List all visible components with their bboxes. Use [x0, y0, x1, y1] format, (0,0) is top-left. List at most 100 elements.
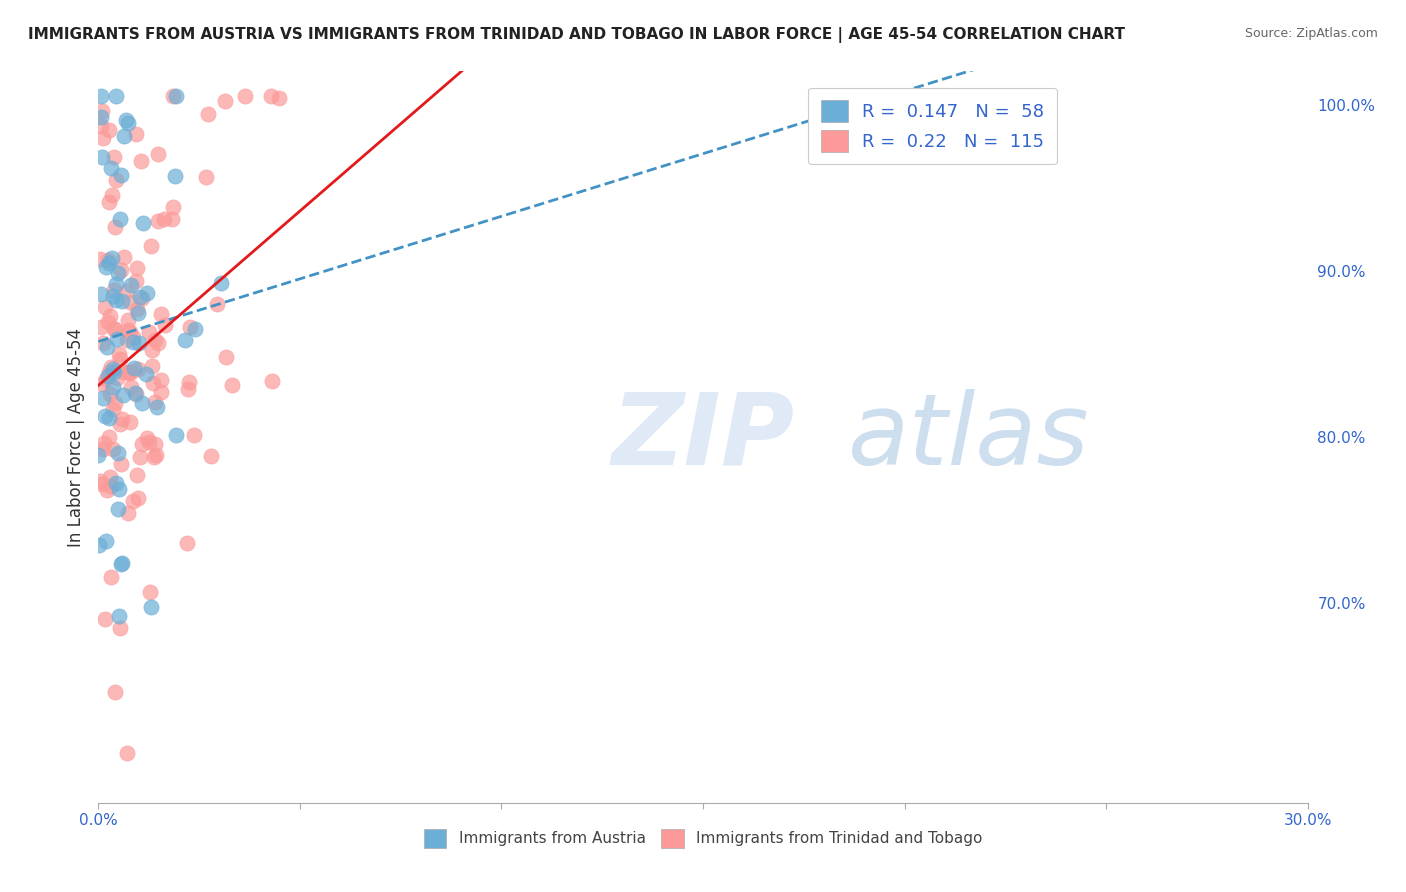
Point	[110, 457, 132, 471]
Point	[214, 95, 236, 109]
Point	[117, 313, 139, 327]
Point	[91, 336, 114, 351]
Point	[145, 448, 167, 462]
Point	[108, 621, 131, 635]
Point	[184, 321, 207, 335]
Y-axis label: In Labor Force | Age 45-54: In Labor Force | Age 45-54	[66, 327, 84, 547]
Point	[111, 411, 134, 425]
Point	[142, 376, 165, 390]
Point	[165, 428, 187, 442]
Point	[100, 161, 122, 175]
Point	[138, 326, 160, 340]
Point	[94, 409, 117, 423]
Point	[173, 333, 195, 347]
Point	[235, 89, 257, 103]
Point	[131, 291, 153, 305]
Point	[103, 220, 125, 235]
Point	[176, 536, 198, 550]
Point	[139, 239, 162, 253]
Point	[101, 188, 124, 202]
Point	[125, 275, 148, 289]
Point	[98, 122, 121, 136]
Point	[120, 415, 142, 429]
Point	[139, 600, 162, 615]
Point	[107, 446, 129, 460]
Point	[122, 361, 145, 376]
Point	[111, 293, 134, 308]
Point	[108, 212, 131, 227]
Point	[103, 442, 125, 457]
Point	[112, 365, 135, 379]
Point	[98, 194, 121, 209]
Point	[205, 297, 228, 311]
Point	[97, 252, 120, 267]
Point	[122, 335, 145, 350]
Point	[91, 131, 114, 145]
Point	[104, 322, 127, 336]
Point	[105, 293, 128, 307]
Point	[128, 290, 150, 304]
Point	[90, 287, 112, 301]
Point	[105, 333, 128, 347]
Point	[97, 255, 120, 269]
Point	[90, 477, 112, 491]
Point	[96, 340, 118, 354]
Point	[94, 260, 117, 275]
Point	[112, 250, 135, 264]
Point	[91, 442, 114, 456]
Point	[98, 365, 121, 379]
Point	[135, 367, 157, 381]
Point	[125, 387, 148, 401]
Point	[179, 320, 201, 334]
Point	[143, 394, 166, 409]
Point	[103, 362, 125, 376]
Point	[211, 277, 233, 291]
Point	[153, 318, 176, 333]
Point	[162, 89, 184, 103]
Point	[115, 334, 138, 348]
Point	[89, 537, 111, 551]
Text: atlas: atlas	[848, 389, 1090, 485]
Point	[146, 214, 169, 228]
Point	[90, 150, 112, 164]
Point	[128, 336, 150, 351]
Point	[136, 432, 159, 446]
Point	[115, 284, 138, 298]
Point	[98, 470, 121, 484]
Point	[138, 435, 160, 450]
Text: Source: ZipAtlas.com: Source: ZipAtlas.com	[1244, 27, 1378, 40]
Point	[132, 216, 155, 230]
Point	[260, 374, 283, 388]
Point	[136, 286, 159, 301]
Point	[146, 400, 169, 414]
Point	[143, 333, 166, 347]
Point	[91, 104, 114, 119]
Point	[110, 557, 132, 571]
Point	[127, 302, 149, 317]
Point	[111, 557, 134, 571]
Point	[146, 147, 169, 161]
Point	[120, 380, 142, 394]
Point	[141, 343, 163, 357]
Point	[94, 301, 117, 315]
Point	[108, 352, 131, 367]
Point	[107, 347, 129, 361]
Point	[165, 89, 187, 103]
Point	[115, 746, 138, 760]
Point	[214, 350, 236, 364]
Point	[101, 380, 124, 394]
Point	[112, 388, 135, 402]
Point	[103, 289, 125, 303]
Point	[150, 373, 173, 387]
Point	[91, 391, 114, 405]
Point	[118, 294, 141, 309]
Point	[91, 377, 114, 392]
Point	[90, 120, 112, 134]
Point	[200, 449, 222, 463]
Point	[138, 585, 160, 599]
Point	[94, 612, 117, 626]
Point	[122, 494, 145, 508]
Point	[183, 428, 205, 442]
Point	[127, 467, 149, 482]
Point	[125, 127, 148, 141]
